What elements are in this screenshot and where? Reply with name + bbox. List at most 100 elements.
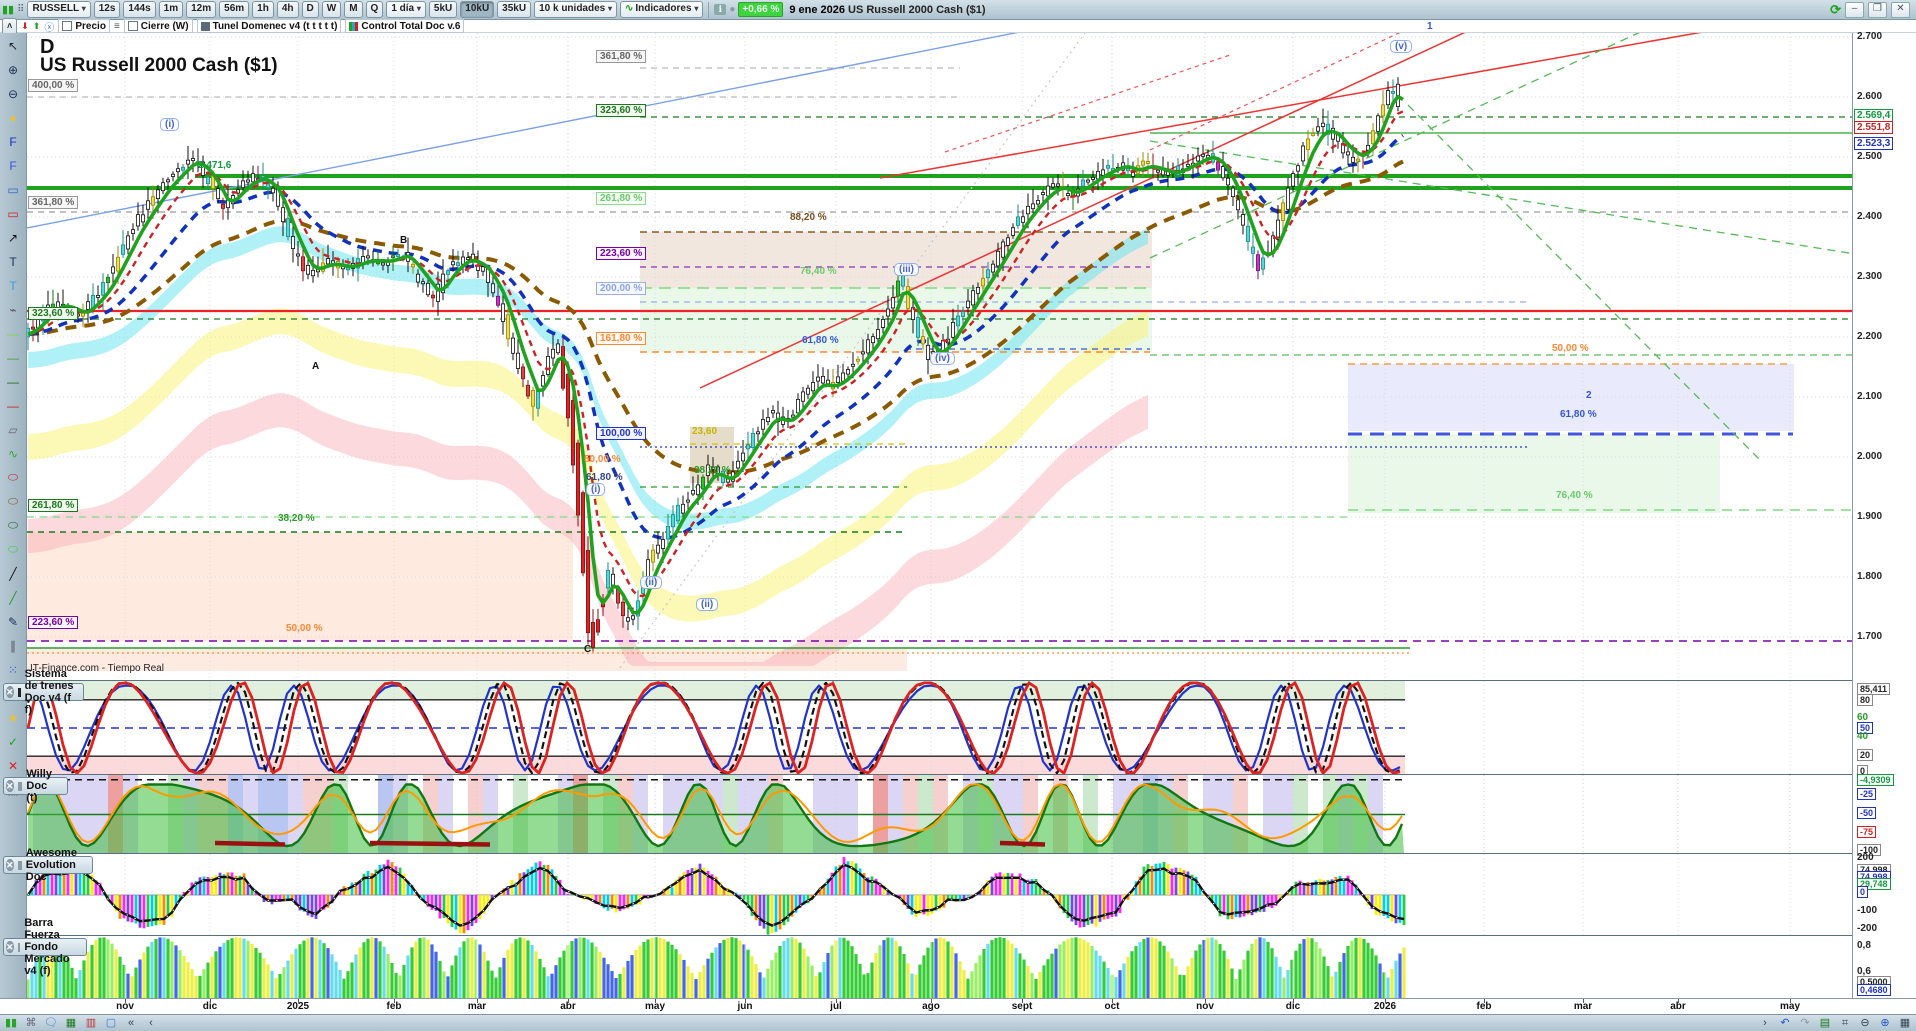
tunnel-indicator-legend[interactable]: Tunel Domenec v4 (t t t t t) xyxy=(196,19,342,33)
tool-zoom-in-tool[interactable]: ⊕ xyxy=(7,62,19,77)
tool-channel-tool[interactable]: ∥ xyxy=(10,638,16,653)
timeframe-button-1h[interactable]: 1h xyxy=(252,1,274,18)
close-checkbox[interactable] xyxy=(127,21,138,31)
indicator-panel-svg[interactable] xyxy=(27,775,1852,854)
export-icon[interactable]: ▤ xyxy=(1819,1017,1831,1029)
tool-confirm-tool[interactable]: ✓ xyxy=(7,734,19,749)
tool-fib-retracement-tool[interactable]: F xyxy=(9,134,17,149)
tool-callout-tool[interactable]: T xyxy=(9,278,17,293)
tool-rect-red-tool[interactable]: ▭ xyxy=(7,206,19,221)
timeframe-button-12m[interactable]: 12m xyxy=(186,1,217,18)
price-tick: 2.100 xyxy=(1857,391,1883,402)
monitor-icon[interactable]: ▢ xyxy=(105,1017,117,1029)
tool-hline-green-tool[interactable]: — xyxy=(7,350,19,365)
price-down-arrow-icon[interactable]: ⬇ xyxy=(21,20,29,31)
main-chart-svg[interactable] xyxy=(27,33,1852,679)
indicators-button[interactable]: ∿ Indicadores ▾ xyxy=(620,1,704,18)
tool-alert-bell-tool[interactable]: ● xyxy=(9,110,17,125)
weekly-close-toggle[interactable]: Cierre (W) xyxy=(123,19,193,33)
tool-hline-darkgreen-tool[interactable]: — xyxy=(7,374,19,389)
collapse-left-icon[interactable]: « xyxy=(127,1017,135,1029)
tool-fib-extension-tool[interactable]: F xyxy=(9,158,17,173)
symbol-select[interactable]: RUSSELL ▾ xyxy=(27,1,91,18)
close-button[interactable]: ✕ xyxy=(1891,1,1910,18)
zoom-in-icon[interactable]: ⊕ xyxy=(1880,1017,1890,1029)
tool-trendline-tool[interactable]: ╱ xyxy=(9,566,17,581)
month-label-abr: abr xyxy=(560,1001,576,1012)
step-left-icon[interactable]: ‹ xyxy=(149,1017,153,1029)
indicator-panel-svg[interactable] xyxy=(27,936,1852,998)
timeframe-button-Q[interactable]: Q xyxy=(365,1,384,18)
tool-delete-tool[interactable]: ✕ xyxy=(7,758,19,773)
list-columns-icon[interactable]: ▥ xyxy=(85,1017,97,1029)
panel-close-icon[interactable]: ✕ xyxy=(6,941,14,953)
tool-hline-lightgreen-tool[interactable]: — xyxy=(7,326,19,341)
month-tick xyxy=(1293,999,1294,1003)
month-label-sept: sept xyxy=(1011,1001,1033,1012)
price-up-arrow-icon[interactable]: ⬆ xyxy=(32,20,41,31)
redo-icon[interactable]: ↷ xyxy=(1800,1017,1810,1029)
prt-logo[interactable]: ▮▮ xyxy=(4,1017,18,1029)
units-button-35kU[interactable]: 35kU xyxy=(497,1,532,18)
panel-close-icon[interactable]: ✕ xyxy=(6,686,14,698)
timeframe-button-1m[interactable]: 1m xyxy=(158,1,184,18)
price-series-toggle[interactable]: Precio xyxy=(58,19,110,33)
tool-hline-red-tool[interactable]: — xyxy=(7,398,19,413)
step-right-icon[interactable]: › xyxy=(1763,1017,1767,1029)
timeframe-button-M[interactable]: M xyxy=(344,1,363,18)
tool-text-tool[interactable]: T xyxy=(9,254,17,269)
timeframe-button-D[interactable]: D xyxy=(301,1,319,18)
panel-axis-value: -100 xyxy=(1857,905,1878,916)
tool-dots-blue-tool[interactable]: ⁙ xyxy=(7,662,19,677)
list-icon[interactable]: ≡ xyxy=(113,20,120,32)
zoom-fit-icon[interactable]: ⌗ xyxy=(1841,1017,1849,1029)
units-select[interactable]: 10 k unidades ▾ xyxy=(534,1,618,18)
minimize-button[interactable]: – xyxy=(1845,1,1864,18)
period-select[interactable]: 1 día ▾ xyxy=(386,1,426,18)
timeframe-button-4h[interactable]: 4h xyxy=(276,1,299,18)
price-checkbox[interactable] xyxy=(62,21,73,31)
tool-cursor-tool[interactable]: ↖ xyxy=(7,38,19,53)
tool-arrow-tool[interactable]: ↗ xyxy=(7,230,19,245)
undo-icon[interactable]: ↶ xyxy=(1780,1017,1790,1029)
tool-ellipse-brown-tool[interactable]: ⬭ xyxy=(7,494,19,508)
remove-circle-icon[interactable]: ⓧ xyxy=(44,22,55,34)
control-indicator-legend[interactable]: Control Total Doc v.6 xyxy=(345,19,465,33)
share-icon[interactable]: ⌘ xyxy=(25,1017,37,1029)
tool-ellipse-green-tool[interactable]: ⬭ xyxy=(7,542,19,556)
tool-pattern-tool[interactable]: ∿ xyxy=(7,446,19,461)
tool-trendline-green-tool[interactable]: ╱ xyxy=(9,590,17,605)
date-axis[interactable]: nov dic 2025 feb mar abr may jun jul ago sept oct no… xyxy=(0,998,1916,1015)
units-button-5kU[interactable]: 5kU xyxy=(428,1,458,18)
units-button-10kU[interactable]: 10kU xyxy=(460,1,495,18)
tool-ruler-tool[interactable]: ▱ xyxy=(8,422,18,437)
tool-rect-blue-tool[interactable]: ▭ xyxy=(7,182,19,197)
restore-button[interactable]: ❐ xyxy=(1868,1,1887,18)
zoom-out-icon[interactable]: ⊖ xyxy=(1860,1017,1870,1029)
tool-segment-tool[interactable]: ⌁ xyxy=(9,302,17,317)
price-axis[interactable]: 2.700 2.600 2.500 2.400 2.300 2.200 2.100 2.000… xyxy=(1852,31,1916,1013)
info-icon[interactable]: ℹ xyxy=(714,4,727,15)
tool-zoom-out-tool[interactable]: ⊖ xyxy=(7,86,19,101)
month-label-2026: 2026 xyxy=(1373,1001,1397,1012)
refresh-icon[interactable]: ⟳ xyxy=(1830,1,1841,17)
panel-axis-value: 0 xyxy=(1857,886,1869,898)
tool-pencil-tool[interactable]: ✎ xyxy=(7,614,19,629)
chevron-down-icon: ▾ xyxy=(608,4,613,13)
tool-star-tool[interactable]: ★ xyxy=(7,710,19,725)
sheet-icon[interactable]: ▦ xyxy=(65,1017,77,1029)
tool-ellipse-darkgreen-tool[interactable]: ⬭ xyxy=(7,518,19,532)
timeframe-button-144s[interactable]: 144s xyxy=(123,1,156,18)
columns-icon[interactable]: ▦ xyxy=(1899,1017,1911,1029)
indicator-panel-svg[interactable] xyxy=(27,854,1852,936)
indicator-panel-svg[interactable] xyxy=(27,681,1852,775)
chat-icon[interactable]: 🗨 xyxy=(44,1017,58,1029)
timeframe-button-12s[interactable]: 12s xyxy=(93,1,121,18)
collapse-panel-button[interactable]: ˄ xyxy=(2,17,18,35)
tool-ellipse-red-tool[interactable]: ⬭ xyxy=(7,470,19,484)
panel-close-icon[interactable]: ✕ xyxy=(6,859,14,871)
month-label-nov: nov xyxy=(1196,1001,1214,1012)
timeframe-button-56m[interactable]: 56m xyxy=(219,1,250,18)
timeframe-button-W[interactable]: W xyxy=(321,1,342,18)
panel-close-icon[interactable]: ✕ xyxy=(6,780,14,792)
